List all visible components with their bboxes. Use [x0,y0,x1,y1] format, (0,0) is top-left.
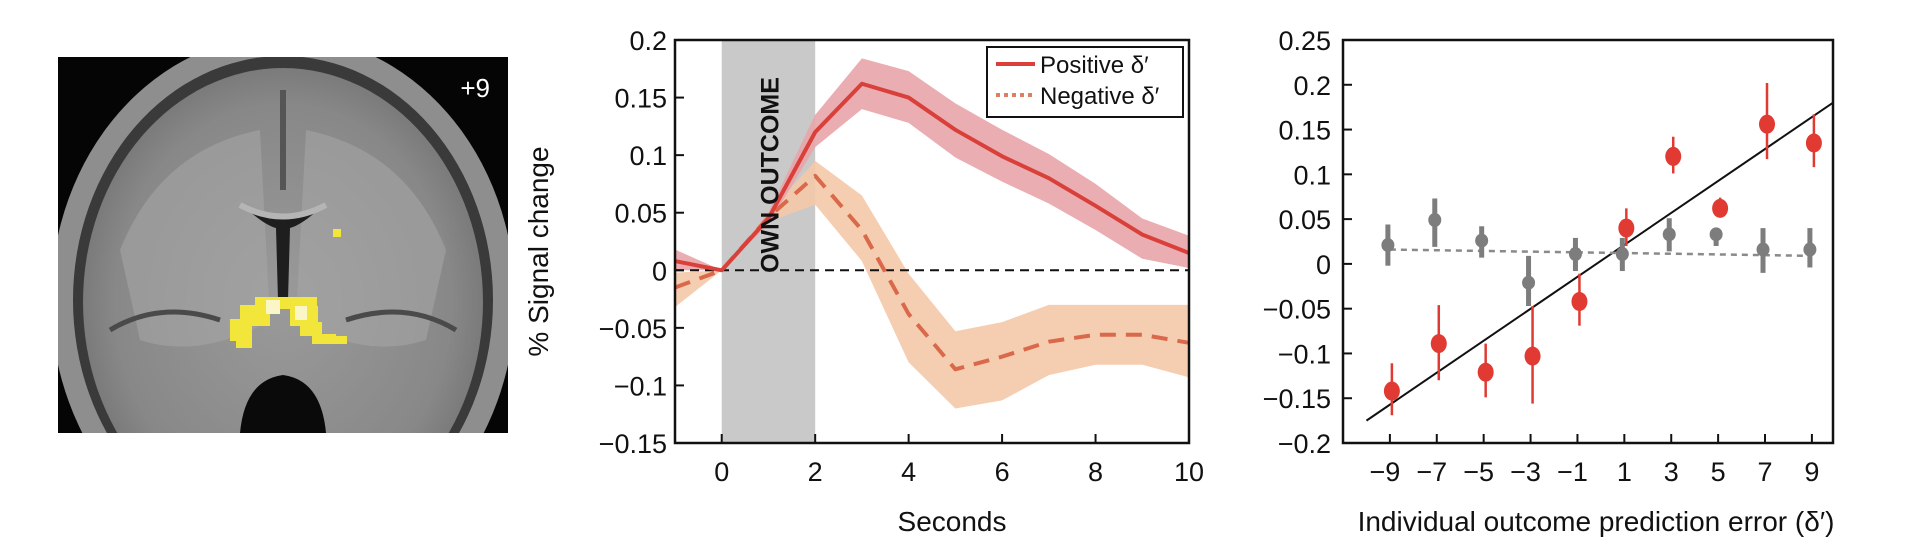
x-tick-label: −7 [1416,457,1447,487]
data-point-gray [1709,227,1723,242]
corpus-callosum [238,202,328,220]
own-outcome-shaded-region [721,40,816,443]
data-point-red [1477,362,1494,382]
data-point-gray [1803,242,1817,257]
data-point-gray [1475,233,1489,248]
plot-frame [1341,38,1835,445]
data-point-red [1805,133,1822,153]
x-axis-title: Seconds [898,506,1007,537]
brainstem-dark [240,375,326,433]
series-line-positive [674,81,1190,273]
white-matter-left [120,130,270,347]
x-tick-label: 7 [1757,457,1772,487]
y-tick-label: −0.15 [599,429,667,459]
x-tick-label: −9 [1369,457,1400,487]
y-tick-label: −0.05 [1263,295,1331,325]
data-point-red [1571,292,1588,312]
timecourse-chart: OWN OUTCOME −0.15 −0.1 −0.05 0 0.05 0.1 0.15 0.… [523,26,1204,537]
ventricles [248,210,318,300]
data-point-gray [1568,247,1582,262]
x-axis-title: Individual outcome prediction error (δ′) [1358,506,1835,537]
data-point-red [1759,114,1776,134]
y-tick-label: 0.15 [1278,116,1331,146]
x-tick-label: −5 [1463,457,1494,487]
y-tick-label: 0.2 [1293,71,1331,101]
data-point-red [1383,381,1400,401]
data-point-gray [1381,238,1395,253]
data-point-gray [1756,242,1770,257]
legend-label-positive: Positive δ′ [1040,52,1149,79]
y-tick-label: −0.1 [614,371,667,401]
y-tick-label: 0.05 [614,199,667,229]
data-point-red [1665,146,1682,166]
temporal-sulcus-right [345,309,458,333]
x-tick-label: 2 [808,457,823,487]
y-tick-label: −0.05 [599,314,667,344]
data-point-red [1430,334,1447,354]
y-tick-label: 0.1 [629,141,667,171]
data-point-gray [1662,227,1676,242]
x-tick-label: 6 [995,457,1010,487]
y-tick-label: −0.2 [1278,429,1331,459]
x-tick-label: 5 [1711,457,1726,487]
x-tick-label: −3 [1510,457,1541,487]
y-tick-label: 0.05 [1278,205,1331,235]
data-point-red [1712,198,1729,218]
y-tick-label: 0.2 [629,26,667,56]
x-tick-label: −1 [1557,457,1588,487]
confidence-band-negative [675,160,1189,409]
white-matter-right [296,130,446,347]
activation-cluster [230,229,347,348]
confidence-band-positive [675,58,1189,271]
x-tick-label: 9 [1804,457,1819,487]
data-point-gray [1522,275,1536,290]
y-tick-label: 0.15 [614,84,667,114]
scatter-chart: −0.2 −0.15 −0.1 −0.05 0 0.05 0.1 0.15 0.2 0.25 −9… [1263,26,1835,537]
y-tick-label: 0 [1316,250,1331,280]
data-point-red [1524,346,1541,366]
y-tick-label: 0.1 [1293,160,1331,190]
x-tick-label: 3 [1664,457,1679,487]
y-tick-label: −0.1 [1278,339,1331,369]
data-point-gray [1615,247,1629,262]
y-tick-label: −0.15 [1263,384,1331,414]
legend: Positive δ′ Negative δ′ [986,46,1184,118]
brain-slice-panel: +9 [58,57,508,433]
slice-coordinate-label: +9 [460,73,490,103]
x-tick-label: 4 [901,457,916,487]
legend-label-negative: Negative δ′ [1040,83,1160,110]
y-tick-label: 0 [652,256,667,286]
regression-line-gray [1389,248,1812,258]
data-point-gray [1428,213,1442,228]
x-tick-label: 1 [1617,457,1632,487]
x-tick-label: 10 [1174,457,1204,487]
legend-box [986,46,1184,118]
temporal-sulcus-left [108,309,221,333]
y-tick-label: 0.25 [1278,26,1331,56]
plot-frame [673,38,1191,445]
y-axis-title: % Signal change [523,146,554,356]
data-point-red [1618,218,1635,238]
x-tick-label: 8 [1088,457,1103,487]
regression-line-red [1365,101,1834,422]
x-tick-label: 0 [714,457,729,487]
own-outcome-label: OWN OUTCOME [756,77,784,273]
